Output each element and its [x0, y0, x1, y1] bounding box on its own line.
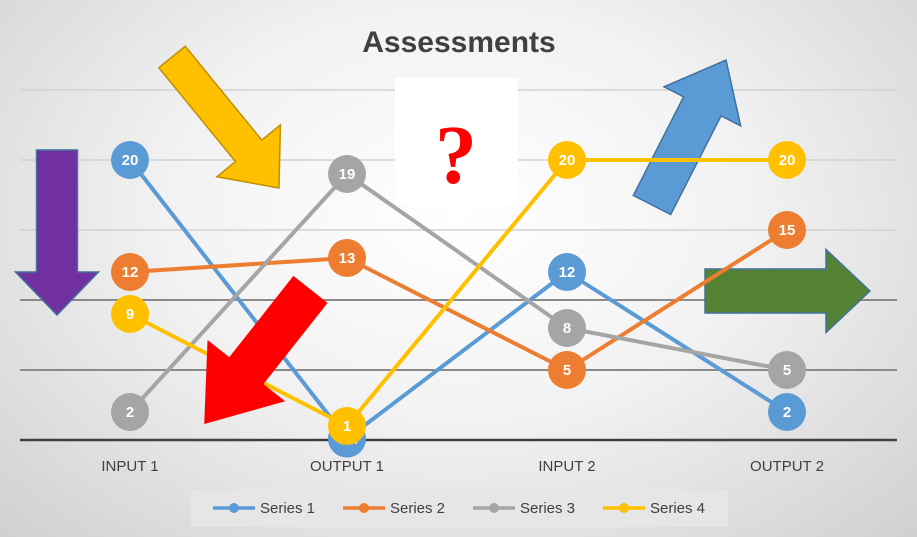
legend-label: Series 1	[260, 500, 315, 517]
x-tick-label: OUTPUT 1	[310, 458, 384, 475]
legend-swatch-marker	[359, 503, 369, 513]
data-label: 20	[559, 152, 576, 169]
green-right-arrow	[704, 247, 872, 335]
purple-down-arrow	[13, 149, 101, 317]
series-3-point	[111, 393, 149, 431]
series-3-point	[548, 309, 586, 347]
legend-label: Series 4	[650, 500, 705, 517]
legend-label: Series 3	[520, 500, 575, 517]
x-tick-label: OUTPUT 2	[750, 458, 824, 475]
chart-title: Assessments	[362, 26, 555, 59]
yellow-down-right-arrow	[157, 45, 282, 189]
legend-label: Series 2	[390, 500, 445, 517]
data-label: 20	[122, 152, 139, 169]
legend: Series 1 Series 2 Series 3 Series 4	[191, 490, 728, 527]
legend-swatch-marker	[489, 503, 499, 513]
red-down-left-arrow	[204, 275, 328, 425]
data-label: 15	[779, 222, 796, 239]
legend-swatch-marker	[229, 503, 239, 513]
series-4-point	[548, 141, 586, 179]
data-label: 20	[779, 152, 796, 169]
data-label: 2	[783, 404, 791, 421]
series-4-point	[768, 141, 806, 179]
series-3-point	[328, 155, 366, 193]
series-1-point	[548, 253, 586, 291]
series-3-point	[768, 351, 806, 389]
data-label: 12	[122, 264, 139, 281]
x-tick-label: INPUT 1	[101, 458, 158, 475]
series-4-point	[111, 295, 149, 333]
data-label: 12	[559, 264, 576, 281]
series-line-1	[128, 158, 789, 441]
data-label: 1	[343, 418, 351, 435]
series-2-point	[328, 239, 366, 277]
blue-up-right-arrow	[632, 58, 742, 216]
question-box	[395, 78, 518, 205]
data-label: 8	[563, 320, 571, 337]
data-label: 9	[126, 306, 134, 323]
series-2-point	[768, 211, 806, 249]
legend-swatch-marker	[619, 503, 629, 513]
x-tick-label: INPUT 2	[538, 458, 595, 475]
data-label: 19	[339, 166, 356, 183]
question-mark: ?	[435, 109, 477, 202]
series-line-2	[129, 228, 789, 372]
data-label: 13	[339, 250, 356, 267]
series-4-point	[328, 407, 366, 445]
series-1-point	[111, 141, 149, 179]
data-label: 5	[783, 362, 791, 379]
series-line-3	[128, 172, 788, 414]
series-2-point	[111, 253, 149, 291]
series-2-point	[548, 351, 586, 389]
series-1-point	[768, 393, 806, 431]
data-label: 5	[563, 362, 571, 379]
data-label: 2	[126, 404, 134, 421]
